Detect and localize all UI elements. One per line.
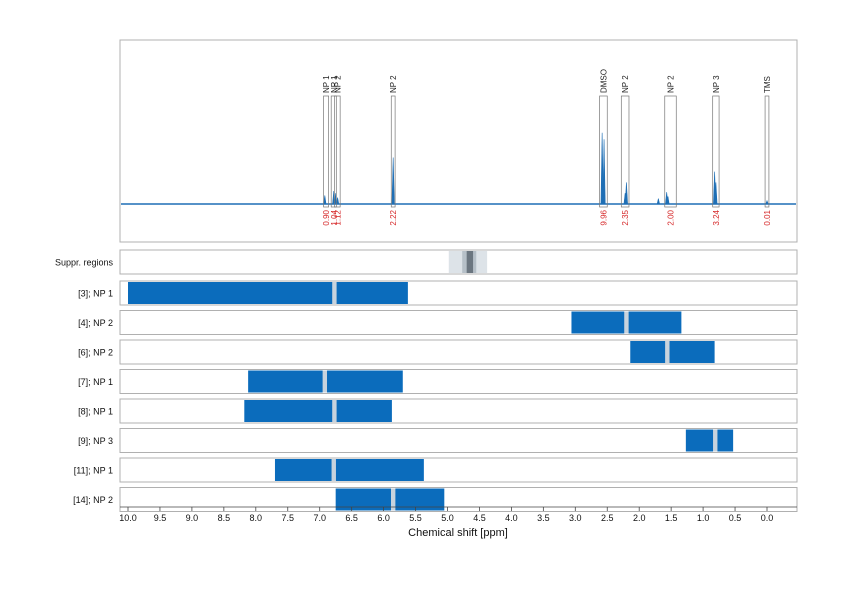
region-marker — [322, 370, 328, 393]
x-axis-label: Chemical shift [ppm] — [408, 527, 508, 539]
x-axis-tick-label: 3.5 — [537, 513, 550, 523]
integration-region-label: NP 2 — [667, 75, 676, 93]
integration-region-box — [712, 95, 720, 208]
x-axis-tick-label: 2.0 — [633, 513, 646, 523]
integral-value: 9.96 — [599, 209, 608, 225]
integration-region-label: NP 2 — [333, 75, 342, 93]
x-axis-tick-label: 5.5 — [409, 513, 422, 523]
spectrum-peak — [600, 132, 604, 205]
region-rows: [3]; NP 1 [4]; NP 2 [6]; NP 2 [7]; NP 1 [8];… — [73, 280, 798, 512]
x-axis-tick-label: 3.0 — [569, 513, 582, 523]
suppressed-regions-row-label: Suppr. regions — [55, 258, 114, 268]
integration-region-box — [390, 95, 396, 208]
x-axis-tick-label: 0.5 — [729, 513, 742, 523]
integration-region-box — [664, 95, 677, 208]
integral-value: 2.00 — [667, 209, 676, 225]
region-bar — [274, 459, 424, 481]
spectrum-panel: NP 1 0.90 NP 1 1.04 NP 2 1.12 NP 2 2.22 DMSO 9.96… — [119, 39, 798, 243]
spectrum-peak — [602, 139, 606, 205]
spectrum-peak — [323, 195, 327, 205]
region-row-label: [3]; NP 1 — [78, 289, 113, 299]
region-row-frame — [119, 398, 798, 424]
x-axis-tick-label: 8.0 — [250, 513, 263, 523]
x-axis-tick-label: 1.0 — [697, 513, 710, 523]
x-axis-tick-label: 6.0 — [377, 513, 390, 523]
integration-region-box — [764, 95, 770, 208]
region-row-label: [7]; NP 1 — [78, 377, 113, 387]
region-marker — [332, 400, 337, 422]
x-axis-tick-label: 9.5 — [154, 513, 167, 523]
region-row-label: [14]; NP 2 — [73, 495, 113, 505]
region-bar — [630, 341, 715, 363]
suppressed-region-core — [466, 251, 474, 273]
spectrum-peak — [714, 182, 718, 205]
integration-region-label: NP 3 — [712, 75, 721, 93]
spectrum-peak — [666, 196, 670, 205]
x-axis-tick-label: 0.0 — [761, 513, 774, 523]
integral-value: 0.01 — [763, 209, 772, 225]
integration-region-box — [334, 95, 341, 208]
integration-region-box — [620, 95, 630, 208]
region-row-label: [11]; NP 1 — [74, 466, 113, 476]
integration-region-label: NP 2 — [389, 75, 398, 93]
region-bar — [128, 282, 408, 304]
integration-region-label: TMS — [763, 76, 772, 93]
x-axis-tick-label: 5.0 — [441, 513, 454, 523]
x-axis-tick-label: 7.5 — [281, 513, 294, 523]
integration-region-box — [323, 95, 329, 208]
x-axis-tick-label: 1.5 — [665, 513, 678, 523]
region-row-label: [8]; NP 1 — [78, 407, 113, 417]
spectrum-frame — [119, 39, 798, 243]
integration-region-label: DMSO — [599, 69, 608, 93]
x-axis-tick-label: 9.0 — [186, 513, 199, 523]
x-axis-tick-label: 4.0 — [505, 513, 518, 523]
region-marker — [665, 341, 670, 363]
region-bar — [244, 400, 392, 422]
region-marker — [390, 488, 396, 511]
x-axis-tick-label: 6.5 — [345, 513, 358, 523]
integration-region-box — [599, 95, 608, 208]
x-axis-tick-label: 7.0 — [313, 513, 326, 523]
region-marker — [624, 311, 629, 334]
region-row-label: [9]; NP 3 — [78, 436, 113, 446]
spectrum-peak — [624, 182, 628, 205]
x-axis-tick-label: 8.5 — [218, 513, 231, 523]
integral-value: 0.90 — [322, 209, 331, 225]
region-bar — [335, 488, 445, 511]
integral-value: 2.22 — [389, 209, 398, 225]
integral-value: 1.04 — [330, 209, 339, 225]
region-row-label: [6]; NP 2 — [78, 348, 113, 358]
region-row-label: [4]; NP 2 — [78, 318, 113, 328]
region-marker — [332, 282, 337, 304]
region-row-frame — [119, 457, 798, 483]
spectrum-peak — [765, 199, 769, 205]
spectrum-peak — [656, 198, 660, 205]
integral-value: 1.12 — [333, 209, 342, 225]
x-axis-tick-label: 10.0 — [119, 513, 137, 523]
x-axis-tick-label: 4.5 — [473, 513, 486, 523]
integration-region-label: NP 1 — [322, 75, 331, 93]
spectrum-peak — [391, 157, 395, 205]
integration-region-label: NP 2 — [621, 75, 630, 93]
region-row-frame — [119, 310, 798, 335]
region-row-frame — [119, 487, 798, 512]
suppressed-regions-row: Suppr. regions — [55, 249, 798, 275]
integration-region-box — [330, 95, 337, 208]
x-axis-tick-label: 2.5 — [601, 513, 614, 523]
region-marker — [713, 429, 718, 452]
region-row-frame — [119, 428, 798, 453]
region-bar — [685, 429, 734, 452]
integration-region-label: NP 1 — [330, 75, 339, 93]
integral-value: 2.35 — [621, 209, 630, 225]
spectrum-peak — [336, 197, 340, 205]
x-axis: 10.0 9.5 9.0 8.5 8.0 7.5 7.0 6.5 6.0 5.5 5.0 4.5 4.0… — [119, 506, 797, 523]
region-marker — [331, 459, 336, 481]
region-row-frame — [119, 369, 798, 394]
integral-value: 3.24 — [712, 209, 721, 225]
